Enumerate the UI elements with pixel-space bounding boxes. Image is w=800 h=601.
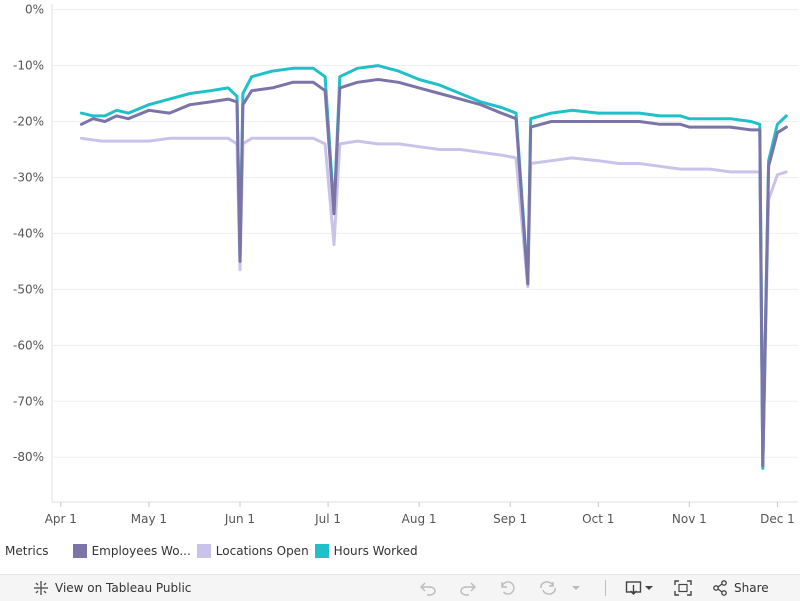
- y-tick-label: -70%: [13, 394, 44, 408]
- legend-title: Metrics: [5, 544, 49, 558]
- legend-label: Hours Worked: [333, 544, 418, 558]
- legend-swatch: [72, 544, 87, 558]
- share-label: Share: [734, 581, 769, 595]
- legend-swatch: [196, 544, 211, 558]
- legend-item-employees[interactable]: Employees Wo...: [72, 544, 191, 558]
- x-tick-label: Jul 1: [314, 512, 341, 526]
- legend-item-locations[interactable]: Locations Open: [196, 544, 309, 558]
- legend-swatch: [314, 544, 329, 558]
- view-on-tableau-label: View on Tableau Public: [55, 581, 192, 595]
- share-icon: [713, 580, 727, 596]
- refresh-icon[interactable]: [537, 578, 559, 598]
- series-line-locations-open[interactable]: [79, 136, 788, 468]
- x-tick-label: Apr 1: [45, 512, 77, 526]
- series-line-employees-wo[interactable]: [79, 78, 788, 468]
- y-tick-label: 0%: [25, 3, 44, 17]
- y-tick-label: -80%: [13, 450, 44, 464]
- legend-label: Locations Open: [215, 544, 309, 558]
- y-tick-label: -30%: [13, 170, 44, 184]
- line-chart: 0% -10% -20% -30% -40% -50% -60% -70% -80% Apr 1…: [13, 3, 798, 526]
- x-tick-label: Nov 1: [672, 512, 707, 526]
- refresh-dropdown-icon[interactable]: [565, 578, 587, 598]
- download-icon[interactable]: [624, 578, 654, 598]
- y-axis: 0% -10% -20% -30% -40% -50% -60% -70% -80%: [13, 3, 44, 465]
- legend-label: Employees Wo...: [91, 544, 191, 558]
- x-tick-label: Jun 1: [224, 512, 255, 526]
- y-tick-label: -10%: [13, 59, 44, 73]
- view-on-tableau-link[interactable]: View on Tableau Public: [33, 580, 191, 596]
- tableau-toolbar: View on Tableau Public Share: [0, 574, 800, 601]
- x-tick-label: Aug 1: [402, 512, 437, 526]
- undo-icon[interactable]: [417, 578, 439, 598]
- fullscreen-icon[interactable]: [672, 578, 694, 598]
- x-tick-label: May 1: [131, 512, 167, 526]
- x-tick-label: Sep 1: [493, 512, 527, 526]
- chart-gridlines: [51, 4, 798, 503]
- x-tick-label: Dec 1: [760, 512, 795, 526]
- chart-series: [79, 64, 788, 470]
- y-tick-label: -40%: [13, 226, 44, 240]
- redo-icon[interactable]: [457, 578, 479, 598]
- y-tick-label: -20%: [13, 115, 44, 129]
- revert-icon[interactable]: [497, 578, 519, 598]
- y-tick-label: -50%: [13, 282, 44, 296]
- tableau-logo-icon: [34, 581, 48, 595]
- x-axis: Apr 1 May 1 Jun 1 Jul 1 Aug 1 Sep 1 Oct 1 Nov 1…: [45, 502, 795, 526]
- x-tick-label: Oct 1: [582, 512, 614, 526]
- share-button[interactable]: Share: [712, 580, 769, 596]
- series-line-hours-worked[interactable]: [79, 64, 788, 470]
- y-tick-label: -60%: [13, 338, 44, 352]
- legend: Metrics Employees Wo... Locations Open H…: [0, 540, 800, 562]
- legend-item-hours[interactable]: Hours Worked: [314, 544, 418, 558]
- toolbar-divider: [605, 580, 606, 596]
